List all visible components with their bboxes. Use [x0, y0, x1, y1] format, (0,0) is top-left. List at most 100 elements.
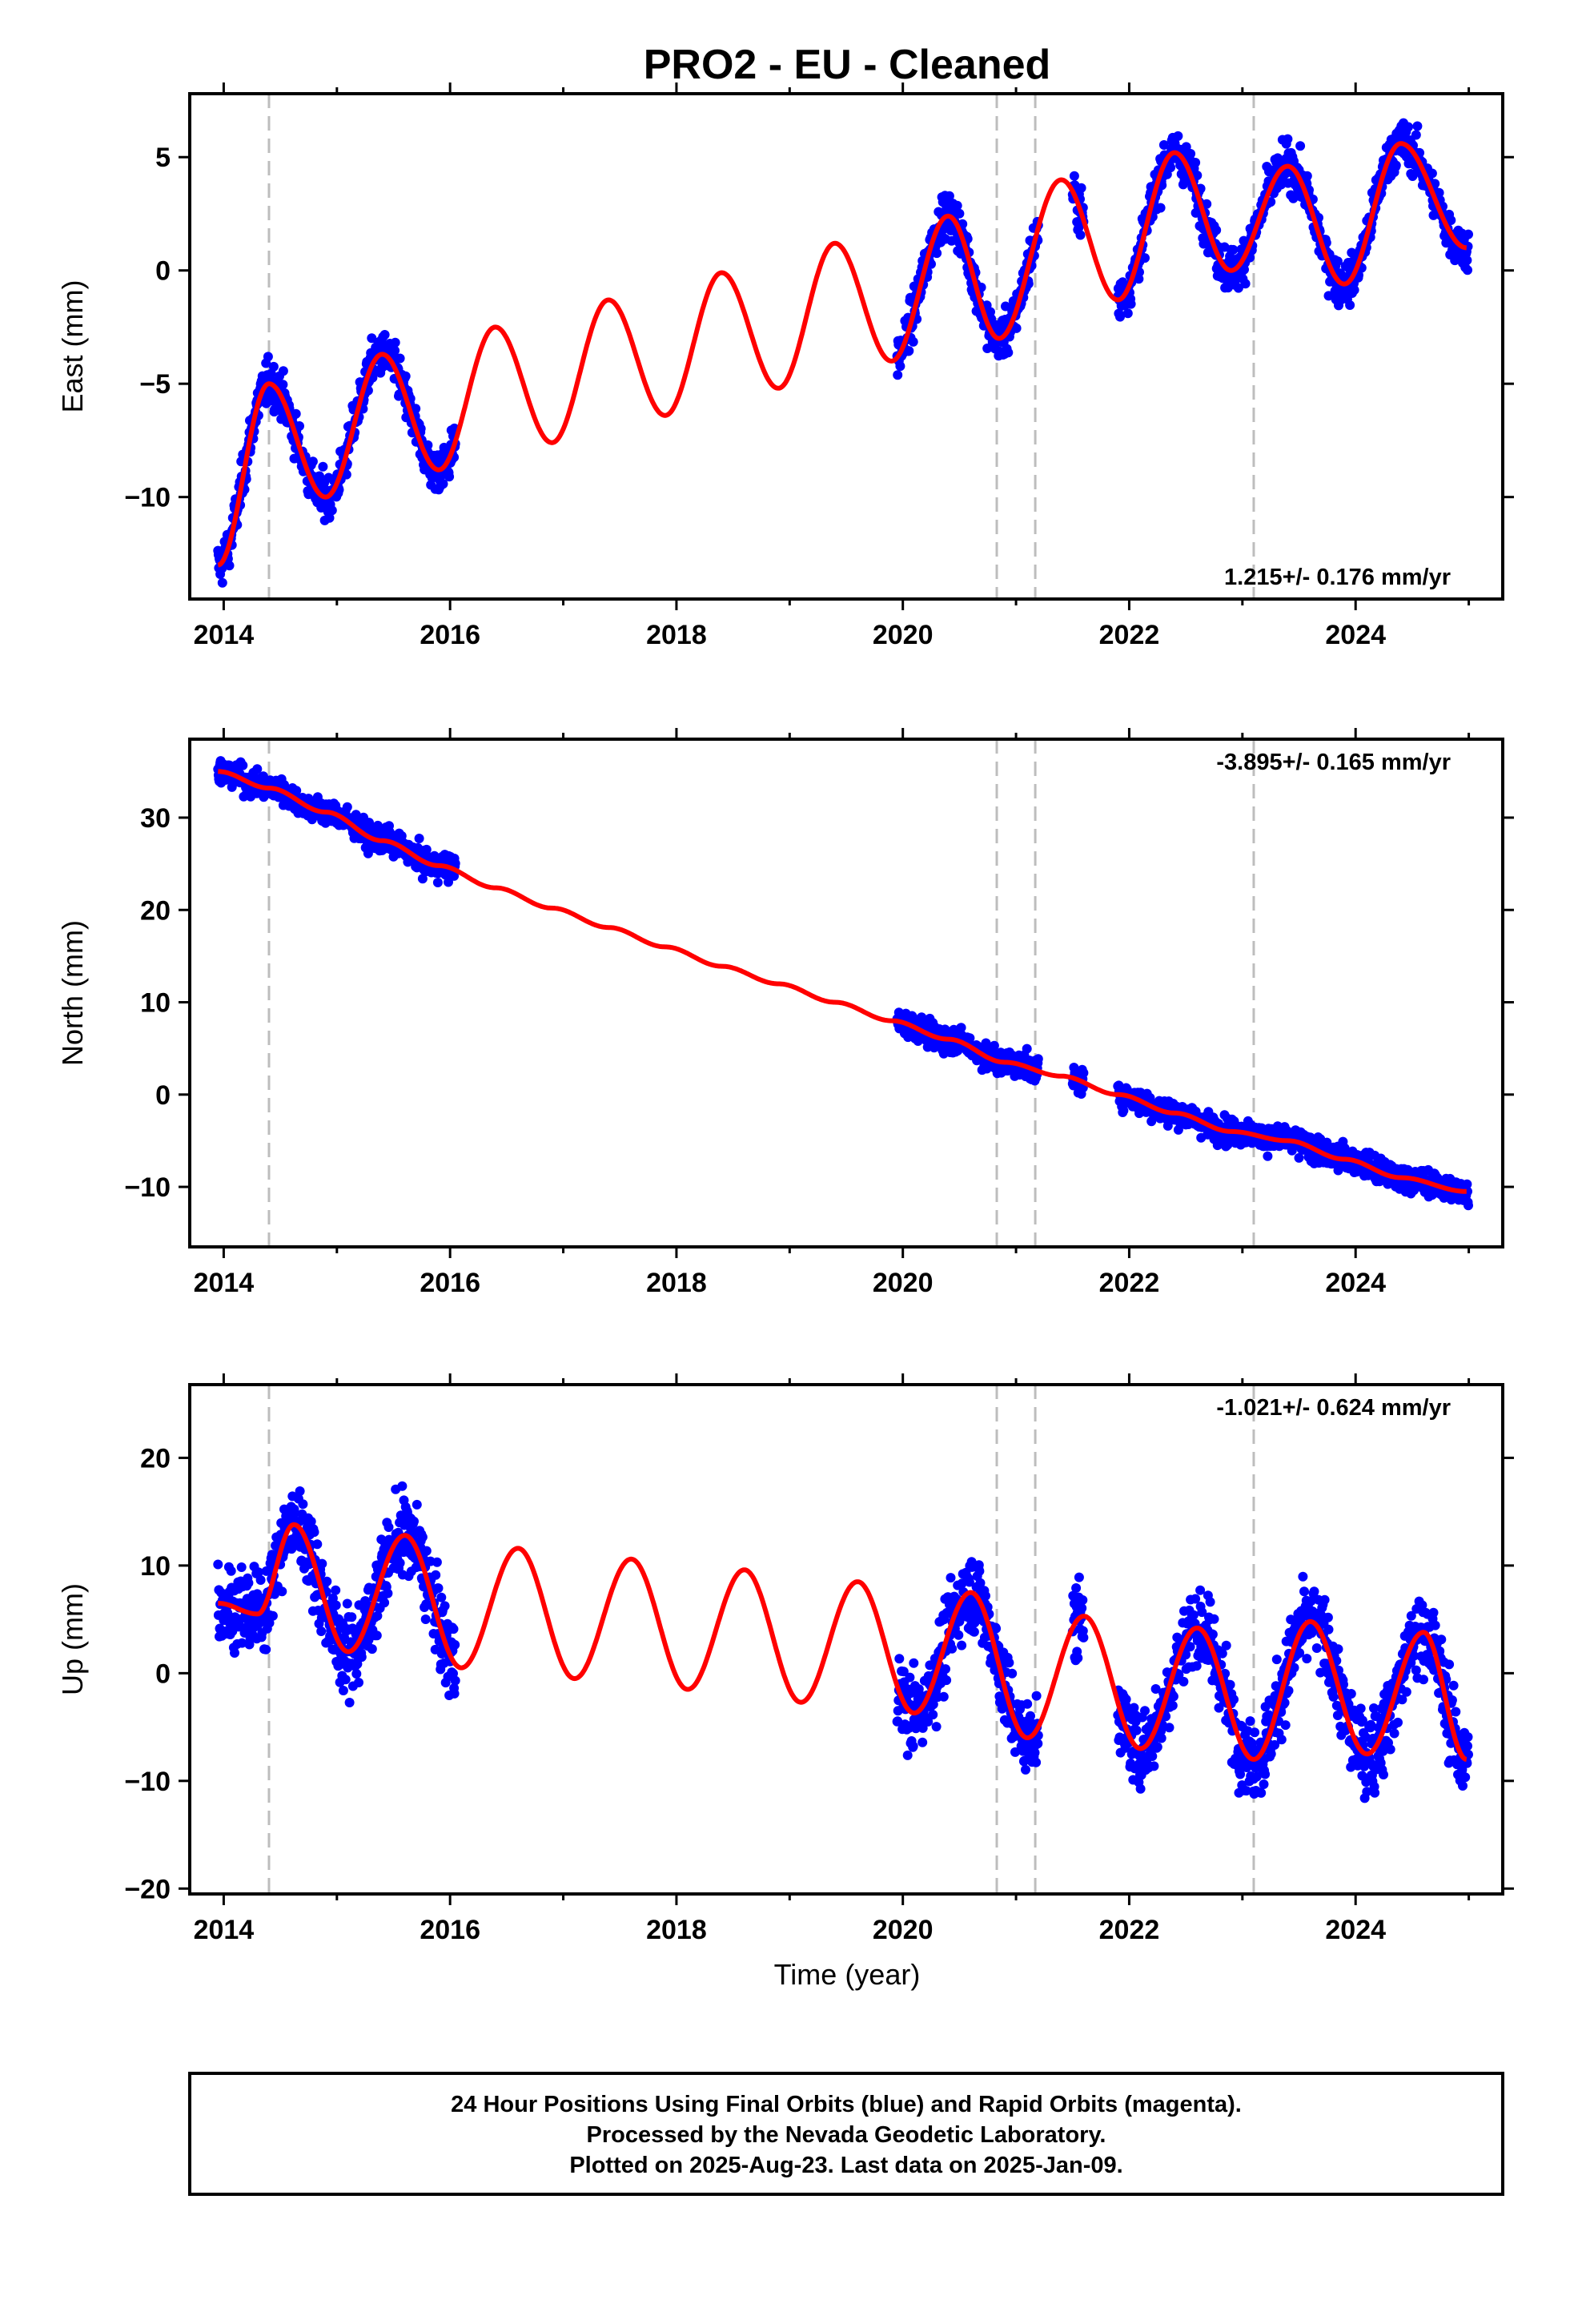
data-point [409, 1516, 419, 1526]
data-point [436, 1592, 447, 1602]
data-point [1430, 179, 1440, 189]
data-point [420, 1614, 431, 1624]
data-point [1205, 1597, 1215, 1607]
x-tick-label: 2020 [873, 1268, 934, 1298]
data-point [1280, 1720, 1291, 1731]
data-point [931, 1722, 942, 1732]
data-point [224, 561, 235, 571]
data-point [423, 440, 433, 450]
data-point [928, 1710, 938, 1720]
data-point [356, 1652, 367, 1663]
y-tick-label: −10 [124, 1172, 171, 1203]
data-point [1149, 1761, 1159, 1771]
data-point [243, 1578, 254, 1588]
y-tick-label: 10 [140, 988, 171, 1019]
data-point [909, 1658, 919, 1668]
y-tick-label: 30 [140, 803, 171, 834]
data-point [893, 370, 903, 380]
data-point [952, 200, 962, 211]
data-point [338, 1686, 348, 1695]
data-point [1349, 285, 1359, 296]
data-point [1004, 1658, 1014, 1668]
data-point [1126, 299, 1136, 309]
x-tick-label: 2014 [194, 620, 255, 650]
data-point [1241, 1786, 1251, 1796]
data-point [1302, 171, 1312, 181]
data-point [344, 1698, 355, 1707]
data-point [340, 1675, 351, 1685]
data-point [1181, 1650, 1191, 1660]
data-point [1276, 1735, 1287, 1745]
x-tick-label: 2024 [1325, 620, 1386, 650]
data-point [964, 1577, 974, 1587]
data-point [1158, 140, 1169, 150]
plot-frame [188, 738, 1504, 1248]
data-point [1140, 1706, 1150, 1716]
data-point [237, 1638, 247, 1648]
data-point [957, 1640, 967, 1651]
data-point [1150, 1684, 1161, 1694]
data-point [1266, 1749, 1276, 1759]
data-point [223, 1608, 233, 1618]
data-point [1328, 1691, 1339, 1702]
data-point [1360, 1732, 1371, 1743]
data-point [928, 1699, 938, 1710]
data-point [1202, 199, 1212, 209]
chart-title: PRO2 - EU - Cleaned [644, 42, 1051, 88]
data-point [213, 1559, 223, 1570]
y-axis-label: North (mm) [56, 920, 89, 1066]
data-point [1033, 1739, 1043, 1749]
data-point [1319, 1594, 1330, 1605]
data-points [213, 1481, 1473, 1803]
data-point [449, 1688, 460, 1699]
data-point [1191, 1594, 1201, 1604]
y-tick-label: −10 [124, 483, 171, 513]
data-point [252, 764, 263, 774]
y-tick-label: 20 [140, 895, 171, 926]
data-point [449, 870, 460, 881]
data-point [317, 1558, 327, 1569]
data-point [255, 1575, 266, 1585]
data-point [957, 1578, 967, 1589]
model-curve [218, 769, 1467, 1194]
data-point [1147, 1751, 1158, 1761]
data-point [969, 1626, 979, 1637]
data-point [989, 1040, 999, 1051]
data-point [400, 371, 411, 381]
data-point [1181, 142, 1191, 152]
data-point [1434, 187, 1444, 198]
data-point [1191, 158, 1201, 167]
data-point [390, 345, 400, 356]
data-point [247, 1601, 257, 1611]
data-point [1178, 1676, 1189, 1687]
data-point [1283, 1686, 1294, 1696]
data-point [411, 404, 421, 414]
x-tick-label: 2022 [1099, 1268, 1160, 1298]
data-point [417, 1532, 428, 1542]
data-point [1323, 1624, 1334, 1634]
data-point [316, 1626, 327, 1636]
data-point [1245, 1716, 1255, 1727]
data-point [1295, 141, 1306, 151]
data-point [1323, 291, 1334, 301]
data-point [309, 1527, 319, 1538]
data-point [1332, 256, 1343, 267]
data-point [414, 834, 424, 843]
data-point [893, 1716, 903, 1727]
model-curve [217, 141, 1467, 568]
data-point [268, 361, 279, 372]
x-tick-label: 2022 [1099, 620, 1160, 650]
data-point [444, 472, 455, 482]
data-point [431, 1570, 441, 1580]
data-point [395, 353, 405, 364]
data-point [1173, 131, 1183, 141]
data-point [1240, 279, 1251, 289]
data-point [412, 1499, 422, 1510]
data-point [278, 366, 288, 376]
data-point [261, 1644, 271, 1655]
data-point [1217, 1648, 1227, 1659]
data-point [1033, 1054, 1043, 1064]
data-point [898, 1667, 909, 1677]
